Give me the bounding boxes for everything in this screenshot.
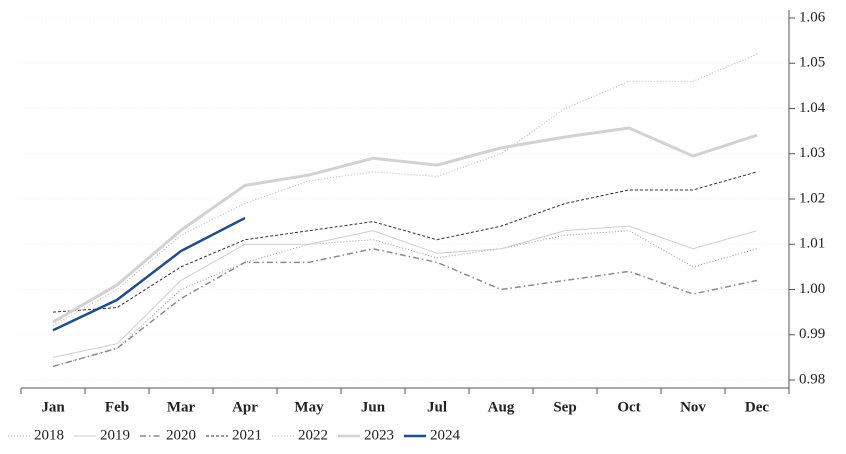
x-tick-label: Dec xyxy=(745,399,769,415)
legend-label: 2021 xyxy=(232,427,262,443)
legend-label: 2022 xyxy=(298,427,328,443)
x-tick-label: Nov xyxy=(680,399,706,415)
y-tick-label: 1.06 xyxy=(799,9,826,25)
x-tick-label: Jul xyxy=(427,399,447,415)
series-line xyxy=(52,230,758,367)
y-tick-label: 1.03 xyxy=(799,145,825,161)
x-tick-label: Oct xyxy=(617,399,640,415)
x-tick-label: Aug xyxy=(488,399,515,415)
x-tick-label: Sep xyxy=(553,399,576,415)
x-tick-label: May xyxy=(294,399,324,415)
legend-label: 2024 xyxy=(430,427,461,443)
x-tick-label: Mar xyxy=(167,399,196,415)
legend-label: 2020 xyxy=(166,427,196,443)
series-line xyxy=(52,225,758,358)
y-tick-label: 0.98 xyxy=(799,371,825,387)
legend-label: 2019 xyxy=(100,427,130,443)
series-line xyxy=(52,171,758,313)
series-line xyxy=(52,248,758,368)
series-line xyxy=(52,53,758,327)
x-tick-label: Jun xyxy=(361,399,386,415)
legend-label: 2023 xyxy=(364,427,394,443)
x-tick-label: Jan xyxy=(41,399,65,415)
y-tick-label: 0.99 xyxy=(799,326,825,342)
x-tick-label: Feb xyxy=(105,399,129,415)
y-tick-label: 1.02 xyxy=(799,190,825,206)
y-tick-label: 1.04 xyxy=(799,100,826,116)
series-line xyxy=(52,126,758,324)
legend-label: 2018 xyxy=(34,427,64,443)
y-tick-label: 1.00 xyxy=(799,281,825,297)
y-tick-label: 1.01 xyxy=(799,236,825,252)
y-tick-label: 1.05 xyxy=(799,55,825,71)
x-tick-label: Apr xyxy=(232,399,258,415)
series-line xyxy=(52,216,246,332)
